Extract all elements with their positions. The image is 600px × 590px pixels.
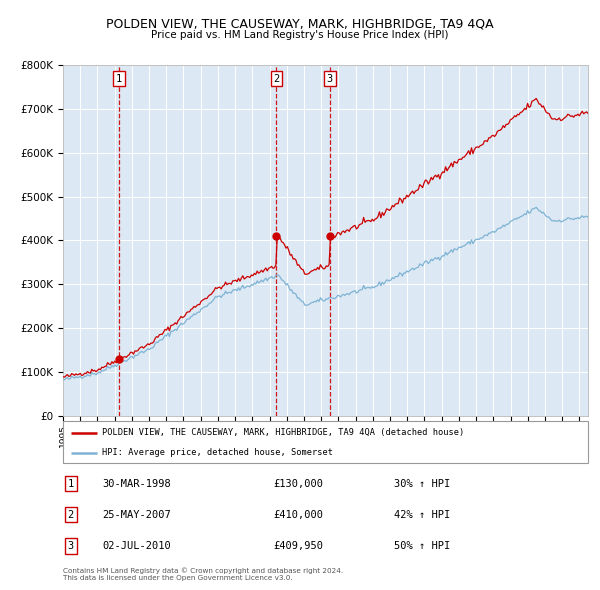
Text: POLDEN VIEW, THE CAUSEWAY, MARK, HIGHBRIDGE, TA9 4QA: POLDEN VIEW, THE CAUSEWAY, MARK, HIGHBRI…	[106, 18, 494, 31]
Text: 2: 2	[68, 510, 74, 520]
Text: £130,000: £130,000	[273, 478, 323, 489]
Text: 30% ↑ HPI: 30% ↑ HPI	[394, 478, 450, 489]
Text: 2: 2	[274, 74, 280, 84]
Text: £409,950: £409,950	[273, 541, 323, 551]
Text: 30-MAR-1998: 30-MAR-1998	[103, 478, 171, 489]
Text: 1: 1	[68, 478, 74, 489]
Text: Contains HM Land Registry data © Crown copyright and database right 2024.
This d: Contains HM Land Registry data © Crown c…	[63, 568, 343, 581]
FancyBboxPatch shape	[63, 421, 588, 463]
Text: 1: 1	[116, 74, 122, 84]
Text: 42% ↑ HPI: 42% ↑ HPI	[394, 510, 450, 520]
Text: £410,000: £410,000	[273, 510, 323, 520]
Text: POLDEN VIEW, THE CAUSEWAY, MARK, HIGHBRIDGE, TA9 4QA (detached house): POLDEN VIEW, THE CAUSEWAY, MARK, HIGHBRI…	[103, 428, 464, 437]
Text: 3: 3	[326, 74, 333, 84]
Text: Price paid vs. HM Land Registry's House Price Index (HPI): Price paid vs. HM Land Registry's House …	[151, 30, 449, 40]
Text: HPI: Average price, detached house, Somerset: HPI: Average price, detached house, Some…	[103, 448, 334, 457]
Text: 3: 3	[68, 541, 74, 551]
Text: 25-MAY-2007: 25-MAY-2007	[103, 510, 171, 520]
Text: 50% ↑ HPI: 50% ↑ HPI	[394, 541, 450, 551]
Text: 02-JUL-2010: 02-JUL-2010	[103, 541, 171, 551]
